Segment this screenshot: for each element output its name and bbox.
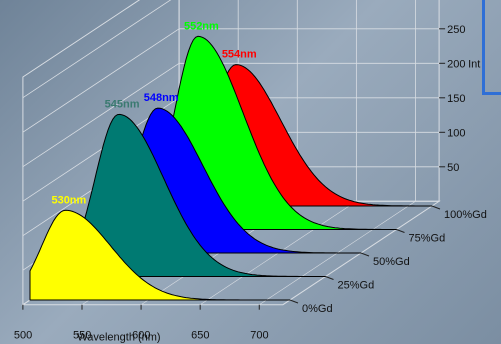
grid-line-y-side (22, 0, 172, 99)
depth-tick-label: 50%Gd (373, 256, 410, 268)
y-tick-label: 150 (447, 93, 465, 105)
depth-tick (431, 205, 441, 210)
y-tick-label: 300 (447, 0, 465, 1)
depth-tick (360, 252, 370, 257)
grid-line-y-side (22, 62, 180, 168)
x-tick-label: 500 (14, 330, 32, 342)
peak-label: 548nm (144, 92, 179, 104)
peak-label: 530nm (51, 194, 86, 206)
peak-label: 554nm (222, 49, 257, 61)
label-layer: 554nm 552nm 548nm 545nm 530nm (51, 20, 256, 206)
x-tick-label: 700 (250, 330, 268, 342)
grid-line-y-side (22, 28, 180, 133)
peak-label: 552nm (184, 20, 219, 32)
y-tick-label: 50 (447, 162, 459, 174)
legend-box (482, 0, 501, 95)
depth-tick-label: 0%Gd (302, 303, 333, 315)
series-layer (29, 35, 432, 301)
depth-tick (289, 299, 299, 304)
y-axis-label: Int (468, 58, 480, 70)
depth-tick (325, 276, 334, 280)
peak-label: 545nm (105, 98, 140, 110)
depth-tick-label: 75%Gd (409, 233, 446, 245)
x-tick-label: 550 (73, 330, 91, 342)
axis-layer: 0%Gd 25%Gd 50%Gd 75%Gd 100%Gd 500 550 600 650 700… (14, 0, 487, 344)
x-axis-label: Wavelength (nm) (77, 332, 160, 344)
depth-tick-label: 25%Gd (338, 280, 375, 292)
depth-tick-label: 100%Gd (444, 209, 487, 221)
x-tick-label: 650 (191, 330, 209, 342)
x-tick-label: 600 (132, 330, 150, 342)
series-area-0pctgd (29, 209, 290, 301)
y-tick-label: 250 (447, 24, 465, 36)
y-tick-label: 200 (447, 58, 465, 70)
series-area-25pctgd (65, 113, 326, 277)
y-tick-label: 100 (447, 127, 465, 139)
depth-tick (396, 229, 405, 233)
